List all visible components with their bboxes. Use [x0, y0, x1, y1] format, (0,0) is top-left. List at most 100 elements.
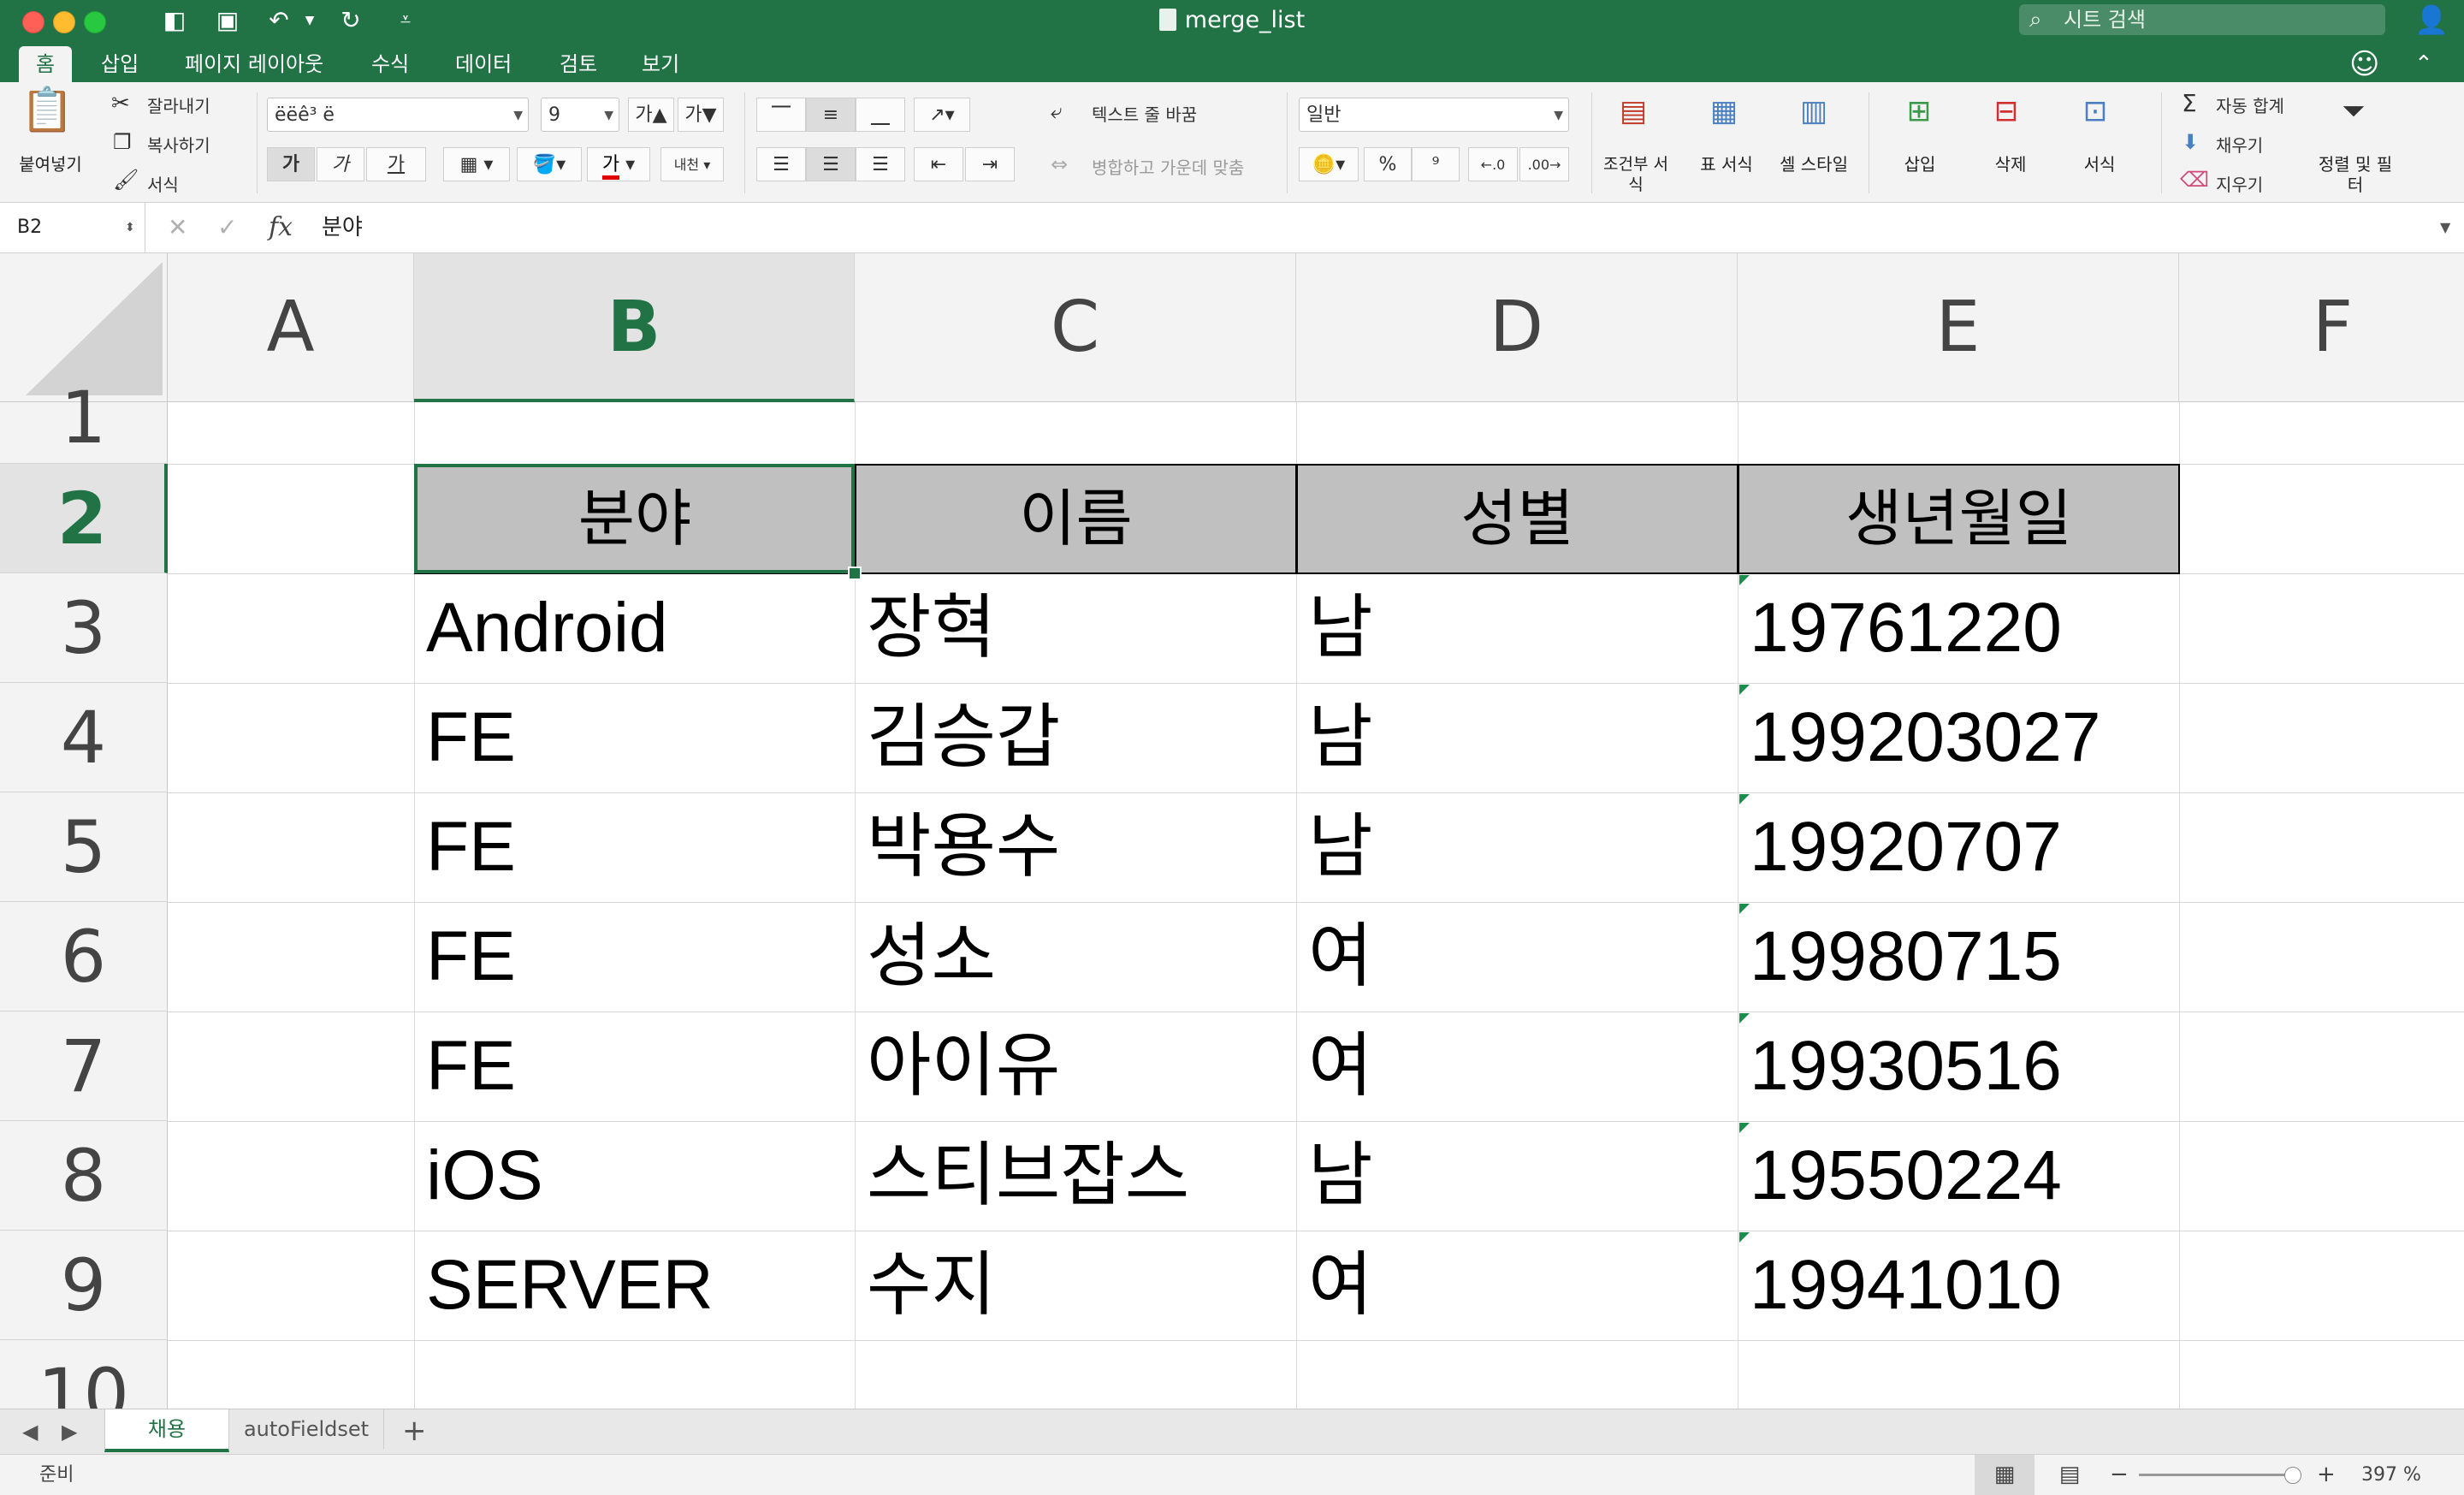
collapse-ribbon-icon[interactable]: ⌃	[2414, 51, 2433, 77]
table-cell[interactable]: 19550224	[1750, 1136, 2062, 1214]
cut-button[interactable]: 잘라내기	[147, 96, 210, 116]
normal-view-icon[interactable]: ▦	[1975, 1455, 2035, 1495]
delete-cells-icon[interactable]: ⊟	[1993, 94, 2019, 128]
table-cell[interactable]: 19980715	[1750, 917, 2062, 995]
table-cell[interactable]: 여	[1308, 1246, 1373, 1324]
decrease-decimal-button[interactable]: .00→	[1519, 147, 1569, 181]
sheet-tab-active[interactable]: 채용	[104, 1409, 229, 1452]
minimize-window-button[interactable]	[53, 11, 75, 33]
insert-cells-icon[interactable]: ⊞	[1906, 94, 1932, 128]
column-header-b[interactable]: B	[414, 253, 855, 402]
increase-indent-button[interactable]: ⇥	[965, 147, 1015, 181]
table-cell[interactable]: 수지	[867, 1246, 996, 1324]
table-cell[interactable]: 여	[1308, 917, 1373, 995]
header-cell[interactable]: 성별	[1296, 464, 1738, 574]
row-header-9[interactable]: 9	[0, 1231, 168, 1340]
font-size-select[interactable]: 9 ▼	[541, 98, 619, 132]
row-header-10[interactable]: 10	[0, 1340, 168, 1409]
share-user-icon[interactable]: 👤	[2414, 3, 2449, 36]
formula-input[interactable]: 분야	[322, 215, 363, 240]
table-cell[interactable]: 19920707	[1750, 808, 2062, 886]
font-color-button[interactable]: 가 ▾	[587, 147, 650, 181]
fill-color-button[interactable]: 🪣▾	[517, 147, 582, 181]
table-cell[interactable]: 성소	[867, 917, 996, 995]
grow-font-button[interactable]: 가▲	[628, 98, 674, 132]
tab-insert[interactable]: 삽입	[101, 52, 139, 76]
zoom-slider-thumb[interactable]	[2284, 1467, 2301, 1484]
insert-function-icon[interactable]: fx	[269, 212, 293, 242]
orientation-button[interactable]: ↗▾	[914, 98, 970, 132]
undo-icon[interactable]: ↶	[269, 6, 289, 34]
table-cell[interactable]: 19761220	[1750, 589, 2062, 667]
sidebar-toggle-icon[interactable]: ◧	[163, 6, 187, 34]
cell-styles-button[interactable]: 셀 스타일	[1780, 154, 1848, 175]
add-sheet-icon[interactable]: +	[402, 1414, 427, 1448]
tab-view[interactable]: 보기	[642, 52, 680, 76]
increase-decimal-button[interactable]: ←.0	[1468, 147, 1518, 181]
format-as-table-icon[interactable]: ▦	[1709, 94, 1738, 128]
table-cell[interactable]: 남	[1308, 698, 1373, 776]
percent-button[interactable]: %	[1364, 147, 1412, 181]
fill-handle[interactable]	[848, 567, 862, 580]
header-cell[interactable]: 생년월일	[1738, 464, 2180, 574]
format-cells-icon[interactable]: ⊡	[2082, 94, 2108, 128]
autosum-button[interactable]: 자동 합계	[2216, 96, 2284, 116]
conditional-formatting-button[interactable]: 조건부 서식	[1603, 155, 1668, 194]
format-as-table-button[interactable]: 표 서식	[1700, 154, 1753, 175]
format-cells-button[interactable]: 서식	[2083, 154, 2116, 175]
autosum-icon[interactable]: Σ	[2182, 89, 2197, 117]
table-cell[interactable]: FE	[426, 1027, 516, 1105]
phonetic-button[interactable]: 내천 ▾	[660, 147, 724, 181]
align-top-button[interactable]: ⎺	[756, 98, 806, 132]
underline-button[interactable]: 가	[366, 147, 426, 181]
align-center-button[interactable]: ☰	[806, 147, 856, 181]
align-right-button[interactable]: ☰	[856, 147, 905, 181]
feedback-smiley-icon[interactable]: ☺	[2349, 47, 2380, 81]
delete-cells-button[interactable]: 삭제	[1994, 154, 2027, 175]
next-sheet-icon[interactable]: ▶	[62, 1420, 78, 1444]
column-header-d[interactable]: D	[1296, 253, 1738, 402]
table-cell[interactable]: 남	[1308, 1136, 1373, 1214]
bold-button[interactable]: 가	[267, 147, 315, 181]
cell-styles-icon[interactable]: ▥	[1799, 94, 1828, 128]
sort-filter-button[interactable]: 정렬 및 필터	[2318, 154, 2393, 195]
tab-formulas[interactable]: 수식	[371, 52, 410, 76]
scissors-icon[interactable]: ✂	[111, 91, 130, 116]
align-bottom-button[interactable]: ⎽	[856, 98, 905, 132]
table-cell[interactable]: FE	[426, 698, 516, 776]
row-header-7[interactable]: 7	[0, 1011, 168, 1121]
redo-icon[interactable]: ↻	[341, 6, 361, 34]
merge-center-button[interactable]: 병합하고 가운데 맞춤	[1092, 157, 1245, 178]
header-cell[interactable]: 분야	[414, 464, 856, 574]
borders-button[interactable]: ▦ ▾	[443, 147, 510, 181]
row-header-6[interactable]: 6	[0, 902, 168, 1011]
table-cell[interactable]: 19941010	[1750, 1246, 2062, 1324]
tab-home[interactable]: 홈	[19, 46, 73, 82]
copy-icon[interactable]: ❐	[113, 130, 132, 154]
row-header-8[interactable]: 8	[0, 1121, 168, 1231]
sheet-search-input[interactable]: ⌕ 시트 검색	[2019, 4, 2385, 35]
eraser-icon[interactable]: ⌫	[2180, 168, 2209, 192]
table-cell[interactable]: 아이유	[867, 1027, 1061, 1105]
table-cell[interactable]: 장혁	[867, 589, 996, 667]
name-box[interactable]: B2	[0, 203, 145, 252]
undo-dropdown-icon[interactable]: ▼	[305, 14, 315, 27]
row-header-2[interactable]: 2	[0, 464, 168, 573]
zoom-slider[interactable]	[2139, 1474, 2301, 1476]
table-cell[interactable]: Android	[426, 589, 668, 667]
tab-page-layout[interactable]: 페이지 레이아웃	[185, 52, 324, 76]
fill-button[interactable]: 채우기	[2216, 135, 2264, 156]
table-cell[interactable]: 남	[1308, 808, 1373, 886]
column-header-a[interactable]: A	[168, 253, 414, 402]
format-painter-button[interactable]: 서식	[147, 175, 179, 195]
page-layout-view-icon[interactable]: ▤	[2058, 1462, 2081, 1487]
name-box-stepper-icon[interactable]: ⬍	[125, 221, 135, 234]
table-cell[interactable]: iOS	[426, 1136, 543, 1214]
expand-formula-bar-icon[interactable]: ▼	[2440, 219, 2451, 235]
zoom-level[interactable]: 397 %	[2361, 1464, 2421, 1486]
copy-button[interactable]: 복사하기	[147, 135, 210, 156]
paste-button[interactable]: 붙여넣기	[19, 154, 82, 175]
customize-toolbar-icon[interactable]: ⩡	[400, 9, 412, 31]
table-cell[interactable]: 199203027	[1750, 698, 2101, 776]
